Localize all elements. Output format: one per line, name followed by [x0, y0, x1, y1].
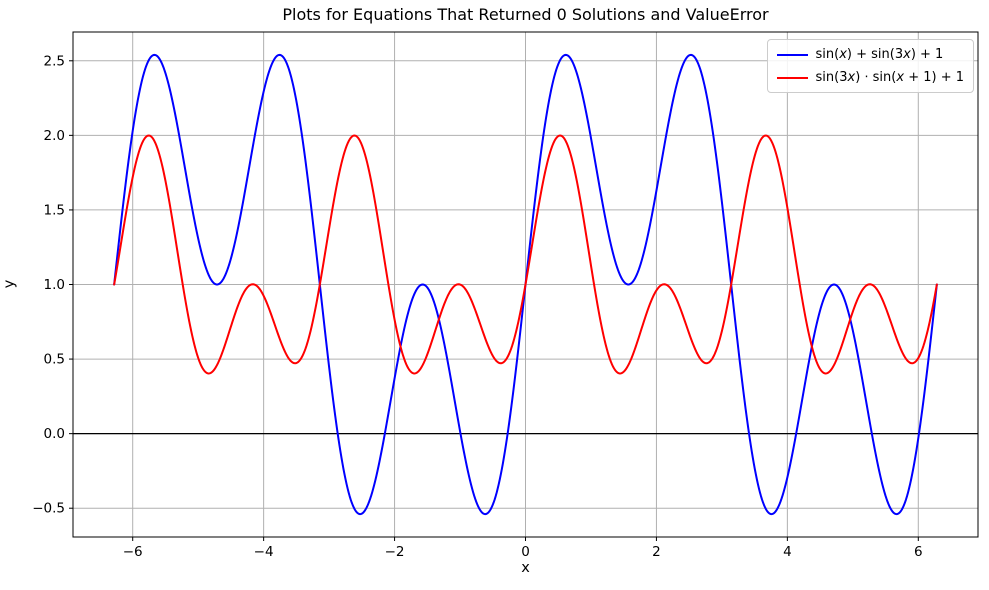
legend-item-0: sin(x) + sin(3x) + 1: [776, 46, 964, 63]
legend: sin(x) + sin(3x) + 1 sin(3x) ⋅ sin(x + 1)…: [766, 39, 974, 93]
y-axis-label: y: [1, 279, 18, 289]
y-tick-label: 2.0: [44, 128, 65, 144]
x-tick-label: 4: [783, 544, 792, 560]
legend-item-1: sin(3x) ⋅ sin(x + 1) + 1: [776, 69, 964, 86]
chart-title: Plots for Equations That Returned 0 Solu…: [282, 5, 769, 24]
x-tick-label: 2: [652, 544, 661, 560]
series-line-1: [113, 134, 938, 375]
y-tick-label: 0.5: [44, 352, 65, 368]
y-tick-label: 0.0: [44, 426, 65, 442]
x-tick-label: −2: [385, 544, 405, 560]
y-tick-label: 1.5: [44, 202, 65, 218]
x-axis-label: x: [521, 560, 530, 576]
x-tick-label: 6: [914, 544, 923, 560]
legend-label-0: sin(x) + sin(3x) + 1: [815, 47, 944, 62]
y-tick-label: 1.0: [44, 277, 65, 293]
x-tick-label: −4: [254, 544, 274, 560]
y-tick-label: 2.5: [44, 53, 65, 69]
legend-line-sample-0: [776, 53, 808, 56]
y-tick-label: −0.5: [32, 501, 65, 517]
x-tick-label: 0: [521, 544, 530, 560]
x-tick-label: −6: [123, 544, 143, 560]
legend-line-sample-1: [776, 76, 808, 79]
legend-label-1: sin(3x) ⋅ sin(x + 1) + 1: [815, 70, 964, 85]
